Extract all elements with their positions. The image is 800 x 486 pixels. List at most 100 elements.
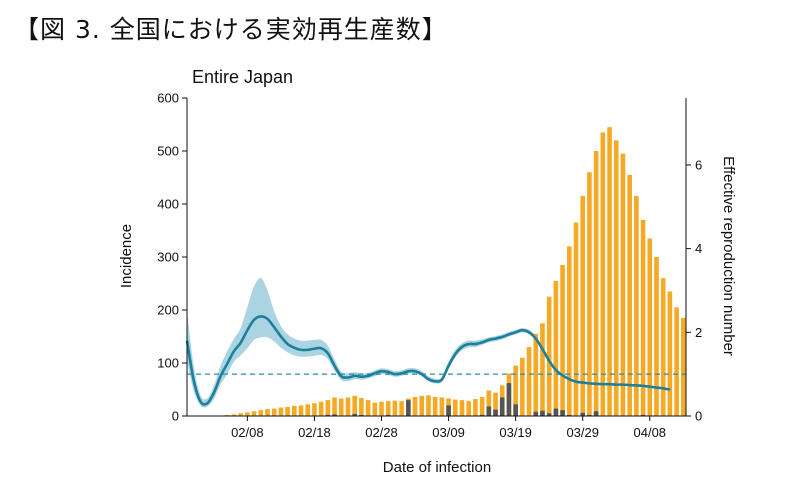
incidence-bar xyxy=(271,408,277,416)
incidence-bar xyxy=(312,403,317,416)
incidence-bar xyxy=(620,153,626,416)
incidence-bar xyxy=(459,400,465,416)
imported-bar xyxy=(553,408,559,416)
imported-bar xyxy=(580,412,586,416)
y-right-tick-label: 0 xyxy=(695,409,702,424)
imported-bar xyxy=(560,410,565,416)
incidence-bar xyxy=(251,411,257,416)
incidence-bar xyxy=(593,151,599,416)
incidence-bar xyxy=(654,257,659,416)
x-tick-label: 03/09 xyxy=(432,425,465,440)
imported-bar xyxy=(352,413,357,416)
incidence-bar xyxy=(627,174,632,416)
incidence-bar xyxy=(479,396,485,416)
x-tick-label: 03/29 xyxy=(566,425,599,440)
incidence-bar xyxy=(224,414,230,416)
incidence-bar xyxy=(533,333,539,416)
imported-bar xyxy=(406,400,411,416)
x-tick-label: 02/08 xyxy=(231,425,264,440)
x-axis-label: Date of infection xyxy=(383,459,491,476)
incidence-bar xyxy=(292,405,297,416)
y-axis-right-label: Effective reproduction number xyxy=(720,156,737,356)
incidence-bar xyxy=(647,238,653,416)
incidence-bar xyxy=(560,264,565,416)
incidence-bar xyxy=(607,127,612,417)
imported-bar xyxy=(479,414,485,416)
incidence-bar xyxy=(432,396,438,416)
incidence-bar xyxy=(540,323,545,416)
incidence-bar xyxy=(681,317,686,416)
incidence-bar xyxy=(238,413,243,416)
incidence-bar xyxy=(345,397,351,416)
x-tick-label: 03/19 xyxy=(499,425,532,440)
incidence-bar xyxy=(486,390,492,416)
y-right-tick-label: 4 xyxy=(695,241,702,256)
incidence-bar xyxy=(318,401,324,416)
y-left-tick-label: 100 xyxy=(157,356,179,371)
imported-bar xyxy=(546,413,552,416)
incidence-bar xyxy=(660,278,666,416)
imported-bar xyxy=(486,406,492,416)
incidence-bar xyxy=(385,401,391,416)
incidence-bar xyxy=(600,132,606,416)
rt-lines-layer xyxy=(185,315,686,406)
incidence-bar xyxy=(439,397,445,416)
incidence-bar xyxy=(513,365,518,416)
y-left-tick-label: 600 xyxy=(157,91,179,106)
incidence-bar xyxy=(332,397,337,416)
incidence-bar xyxy=(379,401,384,416)
incidence-bar xyxy=(473,399,478,416)
incidence-bar xyxy=(419,395,425,416)
incidence-bar xyxy=(580,196,586,416)
y-left-tick-label: 300 xyxy=(157,250,179,265)
incidence-bar xyxy=(392,400,398,416)
imported-bar xyxy=(540,410,545,416)
incidence-bar xyxy=(566,246,572,416)
incidence-bar xyxy=(426,395,431,416)
imported-bar xyxy=(506,383,512,416)
incidence-bars-layer xyxy=(224,127,686,417)
incidence-bar xyxy=(667,291,673,416)
incidence-bar xyxy=(372,402,378,416)
axes-layer: 0 100 200 300 400 500 600 0 2 4 6 02/08 02/18 02/28 03… xyxy=(157,91,702,441)
incidence-bar xyxy=(285,406,290,416)
rt-confidence-band-layer xyxy=(187,277,670,408)
imported-bar xyxy=(587,414,592,416)
incidence-bar xyxy=(298,405,304,416)
imported-bar xyxy=(385,414,391,416)
incidence-bar xyxy=(412,396,418,416)
incidence-bar xyxy=(634,196,639,416)
incidence-bar xyxy=(278,407,284,416)
imported-bar xyxy=(533,411,539,416)
incidence-bar xyxy=(258,410,264,416)
imported-bar xyxy=(446,405,451,416)
imported-bar xyxy=(640,414,646,416)
incidence-bar xyxy=(352,395,357,416)
imported-bar xyxy=(359,414,364,416)
x-tick-label: 04/08 xyxy=(634,425,667,440)
imported-bar xyxy=(499,397,505,416)
incidence-bar xyxy=(452,399,458,416)
incidence-bar xyxy=(305,404,311,416)
incidence-bar xyxy=(546,296,552,416)
imported-bar xyxy=(566,414,572,416)
y-left-tick-label: 400 xyxy=(157,197,179,212)
incidence-bar xyxy=(245,412,250,416)
incidence-bar xyxy=(493,392,498,416)
incidence-bar xyxy=(573,222,579,416)
incidence-bar xyxy=(325,400,331,416)
incidence-bar xyxy=(359,397,364,416)
rt-confidence-band xyxy=(187,277,670,408)
x-tick-label: 02/18 xyxy=(298,425,331,440)
incidence-bar xyxy=(265,409,270,416)
incidence-bar xyxy=(520,357,525,416)
plot-title: Entire Japan xyxy=(192,67,293,87)
incidence-bar xyxy=(526,347,532,416)
y-right-tick-label: 6 xyxy=(695,157,702,172)
incidence-bar xyxy=(338,398,344,416)
incidence-bar xyxy=(231,414,237,416)
imported-bar xyxy=(325,414,331,416)
x-tick-label: 02/28 xyxy=(365,425,398,440)
incidence-bar xyxy=(466,401,471,416)
